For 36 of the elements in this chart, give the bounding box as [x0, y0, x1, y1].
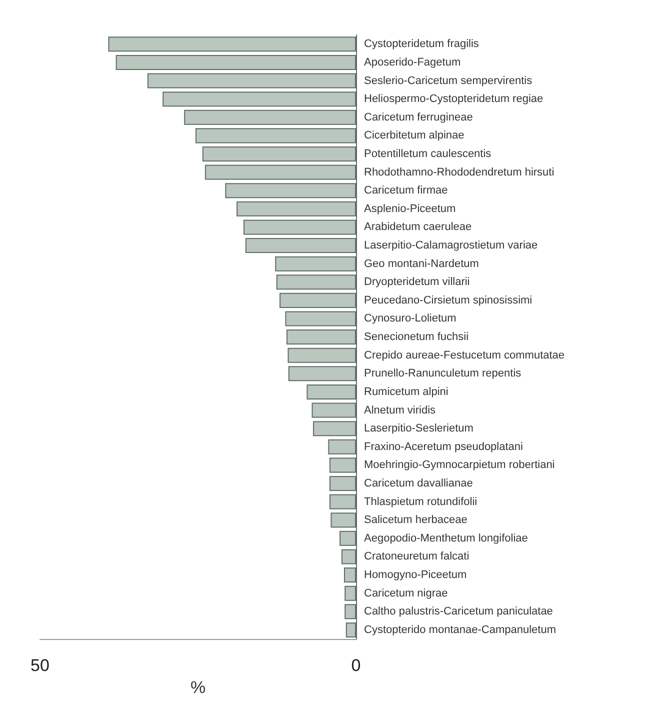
- y-tick-label: Arabidetum caeruleae: [364, 221, 472, 234]
- y-tick-label: Homogyno-Piceetum: [364, 569, 467, 582]
- y-tick-label: Senecionetum fuchsii: [364, 331, 469, 344]
- y-tick-label: Crepido aureae-Festucetum commutatae: [364, 349, 565, 362]
- x-axis-title: %: [190, 678, 206, 697]
- y-tick-label: Aposerido-Fagetum: [364, 56, 461, 68]
- y-tick-label: Fraxino-Aceretum pseudoplatani: [364, 440, 523, 453]
- x-tick-label: 0: [351, 656, 361, 676]
- y-tick-label: Caricetum ferrugineae: [364, 111, 473, 124]
- y-tick-label: Caricetum davallianae: [364, 478, 473, 490]
- x-tick-label: 50: [30, 656, 50, 676]
- y-tick-label: Cratoneuretum falcati: [364, 550, 470, 563]
- y-tick-label: Rumicetum alpini: [364, 386, 448, 398]
- y-tick-label: Prunello-Ranunculetum repentis: [364, 368, 522, 380]
- y-tick-label: Alnetum viridis: [364, 404, 436, 416]
- y-tick-label: Seslerio-Caricetum sempervirentis: [364, 74, 533, 87]
- y-tick-label: Caricetum nigrae: [364, 587, 448, 600]
- y-tick-label: Asplenio-Piceetum: [364, 202, 456, 215]
- y-tick-label: Salicetum herbaceae: [364, 514, 468, 526]
- y-tick-label: Heliospermo-Cystopteridetum regiae: [364, 93, 544, 106]
- y-tick-label: Caricetum firmae: [364, 184, 448, 197]
- y-tick-label: Laserpitio-Calamagrostietum variae: [364, 240, 538, 252]
- y-tick-label: Peucedano-Cirsietum spinosissimi: [364, 294, 532, 306]
- y-tick-label: Cystopteridetum fragilis: [364, 38, 480, 50]
- y-tick-label: Potentilletum caulescentis: [364, 148, 492, 160]
- y-tick-label: Dryopteridetum villarii: [364, 276, 470, 288]
- y-tick-label: Moehringio-Gymnocarpietum robertiani: [364, 459, 555, 472]
- y-tick-label: Thlaspietum rotundifolii: [364, 496, 478, 508]
- y-tick-label: Cystopterido montanae-Campanuletum: [364, 624, 556, 636]
- y-tick-label: Rhodothamno-Rhododendretum hirsuti: [364, 166, 554, 178]
- y-tick-label: Cicerbitetum alpinae: [364, 130, 464, 142]
- y-tick-label: Geo montani-Nardetum: [364, 258, 479, 270]
- y-tick-label: Caltho palustris-Caricetum paniculatae: [364, 606, 553, 618]
- y-tick-label: Cynosuro-Lolietum: [364, 312, 456, 325]
- y-tick-label: Aegopodio-Menthetum longifoliae: [364, 532, 528, 544]
- y-tick-label: Laserpitio-Seslerietum: [364, 422, 474, 435]
